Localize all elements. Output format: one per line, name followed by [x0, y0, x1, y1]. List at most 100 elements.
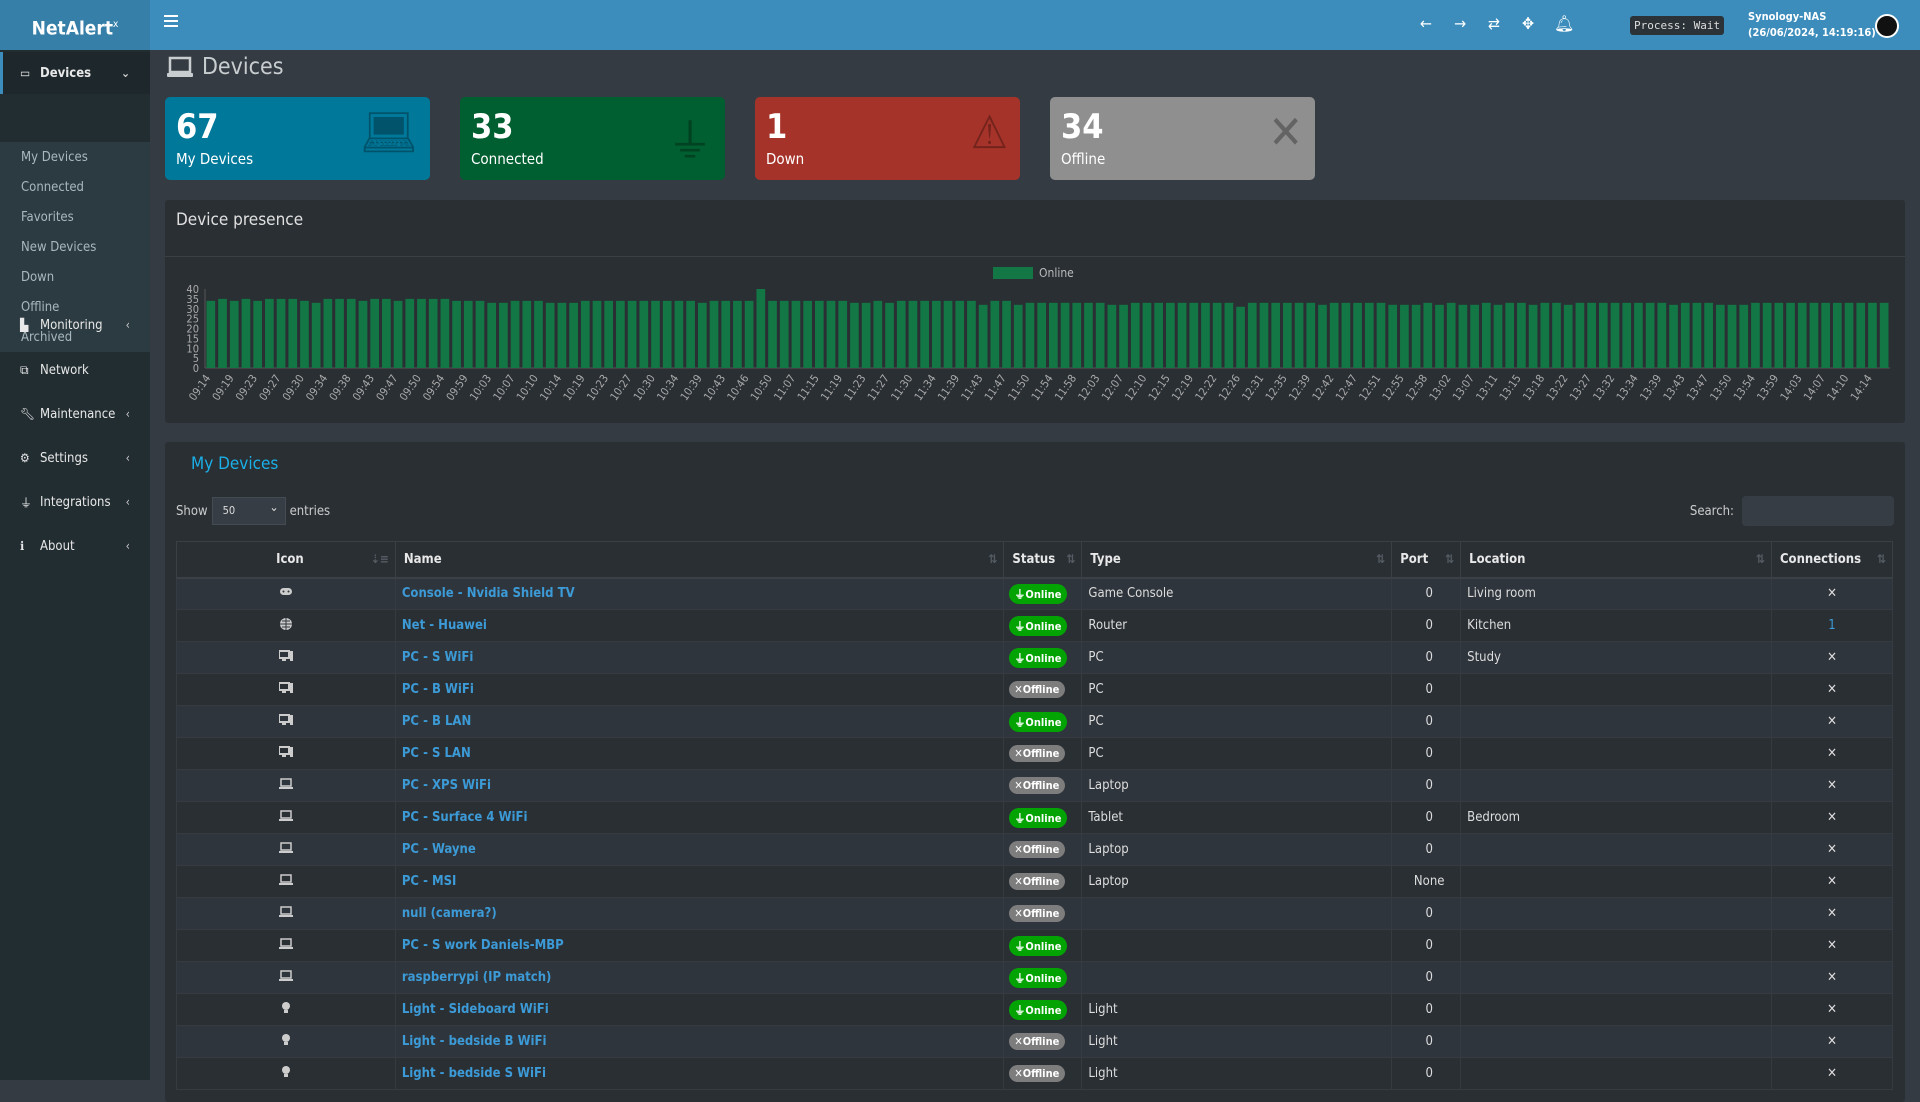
bar-online[interactable]: [920, 300, 929, 368]
bar-online[interactable]: [1329, 302, 1339, 368]
column-header-type[interactable]: Type ⇅: [1081, 541, 1393, 579]
sidebar-item-devices[interactable]: ▭ Devices ⌄: [0, 52, 150, 94]
bar-online[interactable]: [931, 300, 941, 368]
bar-online[interactable]: [1353, 302, 1362, 368]
stat-card-my-devices[interactable]: 💻︎ 67 My Devices: [165, 97, 430, 180]
bar-online[interactable]: [311, 302, 321, 368]
sidebar-item-monitoring[interactable]: ▙ Monitoring ‹: [0, 304, 150, 346]
bar-online[interactable]: [1446, 302, 1456, 368]
bar-online[interactable]: [814, 300, 824, 368]
bar-online[interactable]: [1809, 302, 1819, 368]
bar-online[interactable]: [405, 298, 415, 368]
device-name-link[interactable]: PC - B WiFi: [401, 682, 474, 697]
bar-online[interactable]: [1435, 304, 1444, 368]
bar-online[interactable]: [1704, 302, 1713, 368]
bar-online[interactable]: [1622, 302, 1632, 368]
bar-online[interactable]: [452, 300, 461, 368]
bar-online[interactable]: [744, 300, 754, 368]
avatar[interactable]: [1875, 14, 1899, 38]
column-header-status[interactable]: Status ⇅: [1003, 541, 1083, 579]
bar-online[interactable]: [592, 300, 602, 368]
bar-online[interactable]: [323, 298, 333, 368]
bar-online[interactable]: [346, 298, 356, 368]
bar-online[interactable]: [1505, 302, 1515, 368]
bar-online[interactable]: [206, 300, 216, 368]
bar-online[interactable]: [978, 304, 988, 368]
bar-online[interactable]: [1844, 302, 1854, 368]
bar-online[interactable]: [1751, 302, 1760, 368]
bar-online[interactable]: [1318, 304, 1327, 368]
bar-online[interactable]: [569, 302, 578, 368]
bar-online[interactable]: [896, 300, 906, 368]
device-name-link[interactable]: Light - bedside S WiFi: [401, 1066, 547, 1081]
bar-online[interactable]: [1692, 302, 1702, 368]
bar-online[interactable]: [697, 302, 707, 368]
bar-online[interactable]: [1575, 302, 1585, 368]
bar-online[interactable]: [1341, 302, 1351, 368]
bar-online[interactable]: [885, 302, 894, 368]
sidebar-subitem-my-devices[interactable]: My Devices: [21, 150, 88, 165]
bar-online[interactable]: [791, 300, 801, 368]
sidebar-subitem-new-devices[interactable]: New Devices: [21, 240, 97, 255]
device-name-link[interactable]: PC - MSI: [401, 874, 457, 889]
table-row[interactable]: PC - XPS WiFi ✕Offline Laptop 0 ✕: [176, 769, 1894, 802]
menu-toggle-icon[interactable]: [164, 15, 178, 29]
bar-online[interactable]: [1797, 302, 1807, 368]
bar-online[interactable]: [1528, 304, 1538, 368]
bar-online[interactable]: [1411, 304, 1421, 368]
bar-online[interactable]: [1832, 302, 1842, 368]
bar-online[interactable]: [534, 300, 543, 368]
bar-online[interactable]: [604, 300, 614, 368]
table-row[interactable]: PC - S work Daniels-MBP ⏚Online 0 ✕: [176, 929, 1894, 962]
bar-online[interactable]: [1879, 302, 1889, 368]
bar-online[interactable]: [955, 300, 965, 368]
bar-online[interactable]: [873, 300, 883, 368]
bar-online[interactable]: [826, 300, 836, 368]
bar-online[interactable]: [358, 300, 368, 368]
bar-online[interactable]: [686, 300, 695, 368]
sidebar-subitem-connected[interactable]: Connected: [21, 180, 84, 195]
bar-online[interactable]: [382, 298, 391, 368]
bar-online[interactable]: [779, 300, 789, 368]
bar-online[interactable]: [1189, 302, 1199, 368]
bar-online[interactable]: [1598, 302, 1608, 368]
table-row[interactable]: Console - Nvidia Shield TV ⏚Online Game Co…: [176, 577, 1894, 610]
device-name-link[interactable]: PC - Surface 4 WiFi: [401, 810, 528, 825]
device-name-link[interactable]: PC - Wayne: [401, 842, 476, 857]
table-row[interactable]: null (camera?) ✕Offline 0 ✕: [176, 897, 1894, 930]
bar-online[interactable]: [335, 298, 344, 368]
bar-online[interactable]: [861, 302, 871, 368]
table-row[interactable]: PC - MSI ✕Offline Laptop None ✕: [176, 865, 1894, 898]
sidebar-item-integrations[interactable]: ⏚ Integrations ‹: [0, 481, 150, 523]
bar-online[interactable]: [1084, 302, 1093, 368]
column-header-connections[interactable]: Connections ⇅: [1770, 541, 1894, 579]
bar-online[interactable]: [1563, 304, 1573, 368]
bar-online[interactable]: [627, 300, 637, 368]
device-name-link[interactable]: Light - Sideboard WiFi: [401, 1002, 549, 1017]
sidebar-subitem-offline[interactable]: Offline: [21, 300, 60, 315]
sidebar-item-network[interactable]: ⧉ Network: [0, 349, 150, 391]
bar-online[interactable]: [674, 300, 684, 368]
device-name-link[interactable]: Console - Nvidia Shield TV: [401, 586, 575, 602]
table-row[interactable]: PC - Wayne ✕Offline Laptop 0 ✕: [176, 833, 1894, 866]
table-row[interactable]: Light - bedside B WiFi ✕Offline Light 0 ✕: [176, 1025, 1894, 1058]
bar-online[interactable]: [428, 298, 438, 368]
bar-online[interactable]: [417, 298, 426, 368]
bar-online[interactable]: [1271, 302, 1281, 368]
table-row[interactable]: PC - S WiFi ⏚Online PC 0 Study ✕: [176, 641, 1894, 674]
bar-online[interactable]: [557, 302, 567, 368]
bar-online[interactable]: [1107, 304, 1117, 368]
bar-online[interactable]: [510, 300, 520, 368]
sidebar-item-settings[interactable]: ⚙ Settings ‹: [0, 437, 150, 479]
device-name-link[interactable]: PC - XPS WiFi: [401, 778, 491, 793]
bar-online[interactable]: [1715, 304, 1725, 368]
bar-online[interactable]: [1236, 306, 1245, 368]
table-row[interactable]: PC - B LAN ⏚Online PC 0 ✕: [176, 705, 1894, 738]
bar-online[interactable]: [1762, 302, 1772, 368]
bar-online[interactable]: [1587, 302, 1596, 368]
bar-online[interactable]: [1821, 302, 1830, 368]
table-row[interactable]: Light - bedside S WiFi ✕Offline Light 0 ✕: [176, 1057, 1894, 1090]
bar-online[interactable]: [1774, 302, 1784, 368]
bar-online[interactable]: [229, 300, 239, 368]
logo[interactable]: NetAlertx: [0, 0, 150, 50]
